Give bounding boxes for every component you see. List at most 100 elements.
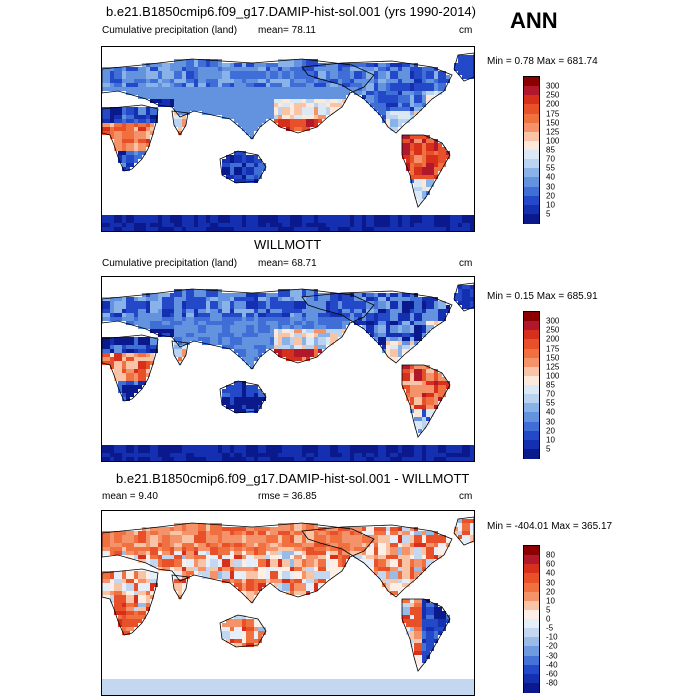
colorbar-label: 200 [546,99,560,109]
colorbar-box [524,573,539,583]
coastline-australia [219,380,267,414]
colorbar-box [524,86,539,96]
colorbar-box [524,439,539,450]
colorbar-box [524,104,539,114]
colorbar-box [524,546,539,556]
panel-2-colorbar: 300 250 200 175 150 125 100 85 70 55 40 30 20 10 5 [523,311,559,459]
colorbar-box [524,131,539,142]
map-field [102,55,474,231]
colorbar-box [524,421,539,432]
coastline-eurasia [102,522,375,604]
colorbar-label: 20 [546,426,555,436]
coastline-australia [219,614,267,648]
panel-2-left-label: Cumulative precipitation (land) [102,258,238,269]
panel-3-units: cm [459,491,473,502]
colorbar-label: 10 [546,200,555,210]
colorbar-box [524,168,539,178]
colorbar-label: 30 [546,182,555,191]
colorbar-label: 30 [546,417,555,426]
colorbar-label: 40 [546,172,555,182]
colorbar-box [524,321,539,331]
panel-3-mean-label: mean = 9.40 [102,491,158,502]
colorbar-label: 60 [546,559,555,569]
colorbar-box [524,330,539,340]
panel-3-title: b.e21.B1850cmip6.f09_g17.DAMIP-hist-sol.… [116,471,470,486]
panel-1-title: b.e21.B1850cmip6.f09_g17.DAMIP-hist-sol.… [106,4,476,19]
colorbar-label: 30 [546,578,555,587]
coastline-eurasia [102,58,375,140]
panel-1-mean-label: mean= 78.11 [258,25,316,36]
panel-1-colorbar: 300 250 200 175 150 125 100 85 70 55 40 30 20 10 5 [523,76,559,224]
coastline-samerica [401,364,451,438]
panel-3-map-svg [102,516,474,695]
colorbar-box [524,375,539,386]
colorbar-label: -30 [546,651,558,660]
colorbar-label: 20 [546,587,555,597]
colorbar-box [524,177,539,187]
coastline-namerica [301,524,453,598]
colorbar-label: -10 [546,632,558,642]
coastline-greenland [453,52,474,82]
colorbar-box [524,159,539,169]
colorbar-label: 55 [546,398,555,408]
colorbar-box [524,664,539,675]
colorbar-box [524,213,539,224]
colorbar-label: -80 [546,678,558,688]
panel-1-map-svg [102,52,474,231]
colorbar-box [524,646,539,656]
coastline-greenland [453,282,474,312]
coastline-samerica [401,134,451,208]
colorbar-box [524,637,539,647]
colorbar-box [524,600,539,611]
coastline-africa [102,104,159,172]
map-field [102,519,474,695]
colorbar-label: 70 [546,389,555,399]
colorbar-label: 70 [546,154,555,164]
colorbar-label: -20 [546,641,558,651]
season-label: ANN [510,8,558,33]
colorbar-label: -60 [546,669,558,679]
colorbar-label: 0 [546,614,551,624]
colorbar-box [524,430,539,441]
coastline-namerica [301,60,453,134]
colorbar-box [524,357,539,368]
colorbar-label: -5 [546,623,554,633]
panel-3-minmax: Min = -404.01 Max = 365.17 [487,521,613,532]
coastline-namerica [301,290,453,364]
colorbar-box [524,619,539,629]
colorbar-label: 20 [546,191,555,201]
colorbar-box [524,673,539,684]
colorbar-label: 5 [546,209,551,219]
panel-1-map [101,46,475,232]
colorbar-box [524,140,539,151]
colorbar-box [524,394,539,404]
colorbar-box [524,564,539,574]
colorbar-box [524,609,539,620]
colorbar-label: 85 [546,380,555,390]
colorbar-box [524,122,539,133]
colorbar-label: 5 [546,605,551,615]
panel-2-map-svg [102,282,474,461]
colorbar-label: 175 [546,344,560,353]
colorbar-box [524,366,539,377]
colorbar-label: 100 [546,136,560,146]
colorbar-box [524,77,539,87]
colorbar-label: 55 [546,163,555,173]
colorbar-box [524,186,539,197]
coastline-india [171,574,189,600]
map-field [102,285,474,461]
coastline-australia [219,150,267,184]
colorbar-label: -40 [546,660,558,670]
coastline-india [171,110,189,136]
colorbar-box [524,591,539,602]
panel-3-rmse-label: rmse = 36.85 [258,491,317,502]
panel-2-mean-label: mean= 68.71 [258,258,317,269]
panel-2-map [101,276,475,462]
colorbar-label: 150 [546,353,560,363]
panel-1-units: cm [459,25,473,36]
colorbar-box [524,403,539,413]
colorbar-box [524,150,539,160]
coastline-india [171,340,189,366]
colorbar-box [524,312,539,322]
colorbar-box [524,95,539,105]
